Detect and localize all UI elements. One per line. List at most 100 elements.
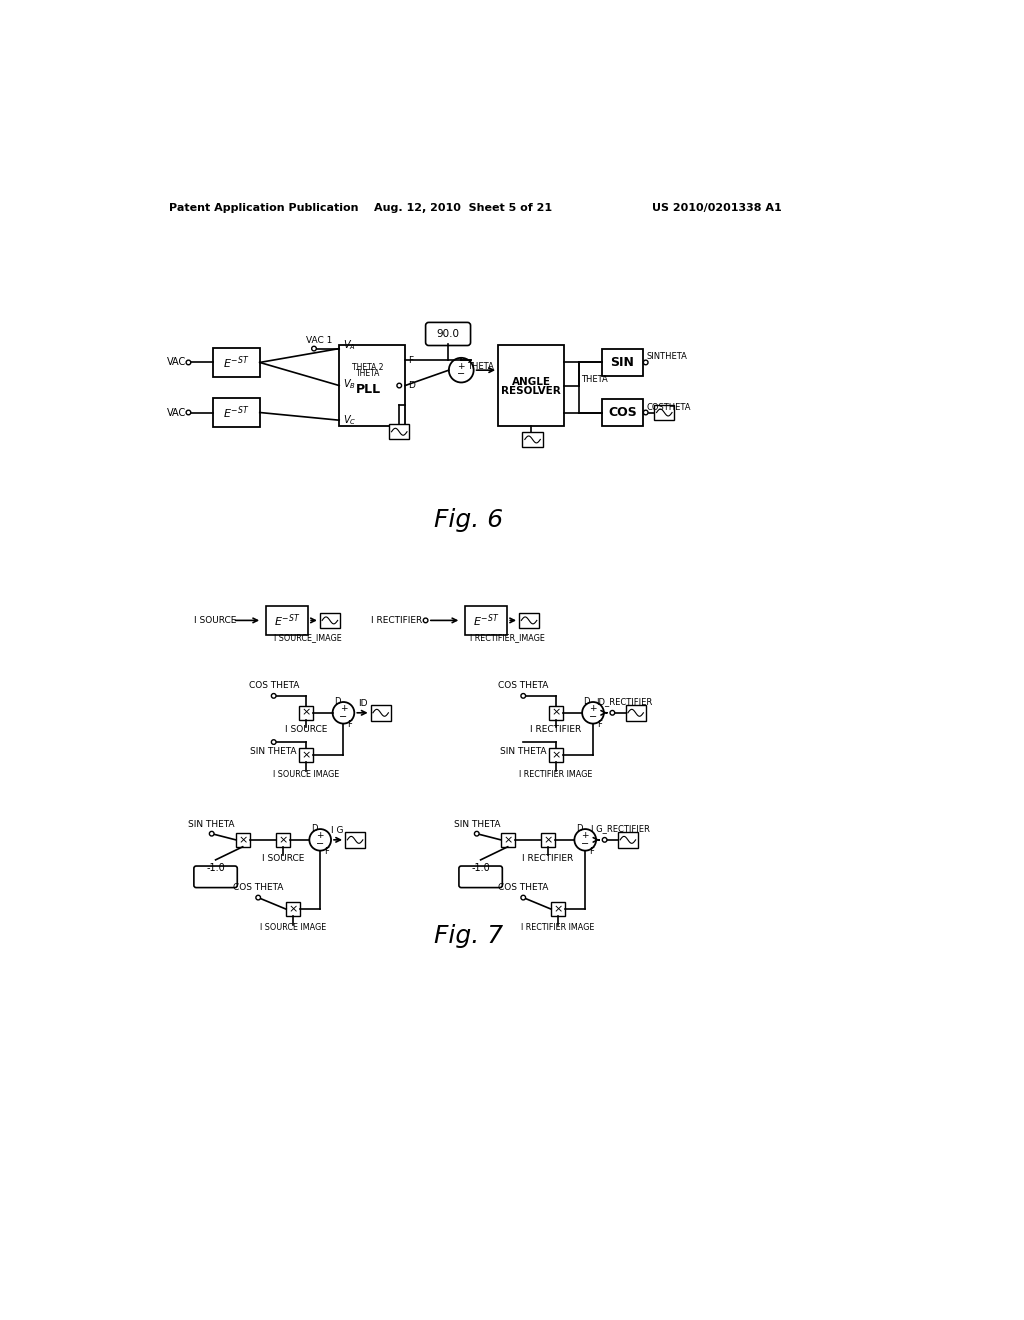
Text: $E^{-ST}$: $E^{-ST}$ [473, 612, 500, 628]
Text: -1.0: -1.0 [206, 863, 225, 874]
Bar [213, 348, 260, 378]
Bar [389, 424, 410, 440]
Text: Fig. 7: Fig. 7 [434, 924, 504, 948]
Text: ×: × [551, 708, 560, 718]
Bar [551, 903, 565, 916]
Text: I RECTIFIER IMAGE: I RECTIFIER IMAGE [521, 923, 595, 932]
Text: ×: × [544, 834, 553, 845]
Text: +: + [582, 832, 589, 841]
Bar [319, 612, 340, 628]
Text: +: + [340, 705, 347, 713]
Bar [299, 748, 313, 762]
Text: I SOURCE_IMAGE: I SOURCE_IMAGE [274, 632, 342, 642]
Bar [522, 432, 543, 447]
Text: SIN THETA: SIN THETA [251, 747, 297, 756]
Text: VAC 1: VAC 1 [306, 337, 333, 346]
Circle shape [186, 360, 190, 364]
Text: US 2010/0201338 A1: US 2010/0201338 A1 [652, 203, 782, 214]
Bar [213, 397, 260, 428]
Text: SINTHETA: SINTHETA [646, 352, 687, 360]
Text: ID: ID [358, 700, 368, 708]
Text: ×: × [553, 904, 563, 915]
Bar [541, 833, 555, 847]
Text: COS THETA: COS THETA [498, 883, 549, 892]
Circle shape [602, 838, 607, 842]
Text: I SOURCE IMAGE: I SOURCE IMAGE [273, 770, 339, 779]
Text: −: − [589, 711, 597, 722]
Text: SIN: SIN [610, 356, 635, 370]
Text: ANGLE: ANGLE [512, 376, 551, 387]
Circle shape [521, 693, 525, 698]
Text: I SOURCE: I SOURCE [285, 725, 328, 734]
Text: ×: × [279, 834, 288, 845]
Bar [602, 348, 643, 376]
Text: COS THETA: COS THETA [249, 681, 299, 690]
FancyBboxPatch shape [459, 866, 503, 887]
Text: THETA 2: THETA 2 [352, 363, 384, 372]
Text: SIN THETA: SIN THETA [454, 820, 500, 829]
Bar [498, 345, 564, 426]
Text: ×: × [289, 904, 298, 915]
Circle shape [271, 693, 276, 698]
Text: I RECTIFIER: I RECTIFIER [522, 854, 573, 863]
Bar [465, 606, 507, 635]
Text: SIN THETA: SIN THETA [500, 747, 547, 756]
Circle shape [397, 383, 401, 388]
Bar [519, 612, 540, 628]
Bar [236, 833, 250, 847]
Bar [501, 833, 515, 847]
Circle shape [271, 739, 276, 744]
Circle shape [521, 895, 525, 900]
Text: COSTHETA: COSTHETA [646, 403, 691, 412]
Text: ×: × [551, 750, 560, 760]
Text: I RECTIFIER: I RECTIFIER [372, 616, 423, 624]
Text: SIN THETA: SIN THETA [188, 820, 234, 829]
Text: $V_B$: $V_B$ [343, 378, 356, 391]
Bar [345, 832, 366, 847]
Text: F: F [324, 847, 329, 855]
Circle shape [643, 411, 648, 414]
Text: VAC: VAC [167, 408, 186, 417]
Text: I RECTIFIER: I RECTIFIER [530, 725, 582, 734]
Text: COS THETA: COS THETA [233, 883, 284, 892]
Circle shape [256, 895, 260, 900]
Bar [339, 345, 406, 426]
Text: D: D [584, 697, 590, 706]
Text: I G: I G [331, 826, 343, 836]
Text: −: − [339, 711, 347, 722]
Circle shape [610, 710, 614, 715]
Text: +: + [316, 832, 324, 841]
FancyBboxPatch shape [426, 322, 471, 346]
Text: ×: × [238, 834, 248, 845]
Text: THETA: THETA [356, 370, 381, 379]
Text: +: + [458, 362, 465, 371]
Text: I SOURCE: I SOURCE [194, 616, 236, 624]
Text: ×: × [503, 834, 512, 845]
Text: ID_RECTIFIER: ID_RECTIFIER [596, 697, 652, 706]
Bar [286, 903, 300, 916]
Text: $E^{-ST}$: $E^{-ST}$ [273, 612, 300, 628]
Circle shape [423, 618, 428, 623]
Text: F: F [597, 719, 602, 729]
Text: $V_A$: $V_A$ [343, 339, 356, 352]
Text: COS THETA: COS THETA [498, 681, 549, 690]
Text: Aug. 12, 2010  Sheet 5 of 21: Aug. 12, 2010 Sheet 5 of 21 [374, 203, 552, 214]
Text: I G_RECTIFIER: I G_RECTIFIER [591, 825, 649, 833]
Text: −: − [582, 838, 590, 849]
Text: +: + [589, 705, 597, 713]
Circle shape [643, 360, 648, 364]
Circle shape [209, 832, 214, 836]
Text: $E^{-ST}$: $E^{-ST}$ [223, 404, 250, 421]
Circle shape [474, 832, 479, 836]
Bar [371, 705, 391, 721]
Text: ×: × [301, 750, 311, 760]
Text: $E^{-ST}$: $E^{-ST}$ [223, 354, 250, 371]
Text: THETA: THETA [581, 375, 607, 384]
Text: 90.0: 90.0 [436, 329, 460, 339]
Text: ×: × [301, 708, 311, 718]
Text: VAC: VAC [167, 358, 186, 367]
Text: COS: COS [608, 407, 637, 418]
Bar [276, 833, 290, 847]
Text: I SOURCE: I SOURCE [262, 854, 304, 863]
Text: D: D [409, 381, 415, 389]
